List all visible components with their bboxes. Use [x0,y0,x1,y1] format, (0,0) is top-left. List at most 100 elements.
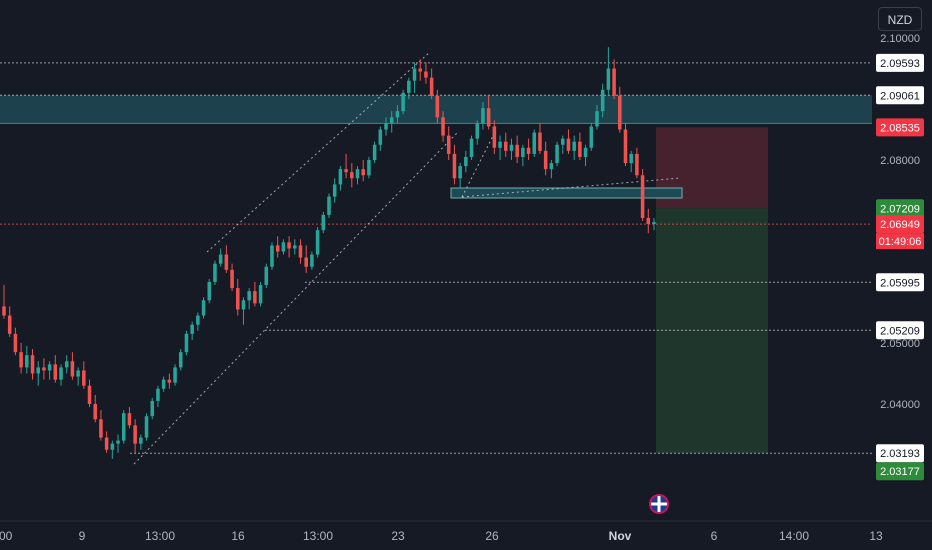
candle [327,193,331,218]
price-tag-label: 2.07209 [880,203,920,215]
candle-body [293,245,297,249]
x-tick-label: 26 [485,529,499,543]
x-tick-label: 13 [869,529,883,543]
price-tag: 2.09593 [876,53,924,72]
candle [652,217,656,231]
price-tag-bg [876,199,924,218]
y-tick-label: 2.04000 [880,399,920,411]
candle-body [270,245,274,267]
candle-body [486,108,491,127]
candle-body [93,404,97,420]
candle [589,123,594,151]
candle [190,321,194,340]
uk-flag-event-icon[interactable] [649,494,669,514]
candle-body [446,135,451,154]
candle-body [532,132,537,154]
candle-body [640,175,645,218]
candle-body [384,123,388,130]
candle-body [236,288,240,310]
candle-body [395,111,400,118]
candle [572,135,576,160]
candle [173,364,177,386]
candle-body [515,144,519,157]
candle [310,251,314,270]
candle-body [82,370,86,386]
price-tag: 2.08535 [876,118,924,137]
candle-body [407,80,411,93]
candle-body [361,169,365,176]
candle-body [481,108,485,124]
candle [646,208,651,234]
candle-body [287,242,291,249]
candle [361,160,365,182]
candle [583,144,588,167]
candle-body [230,269,234,289]
x-tick-label: 16 [231,529,245,543]
candle-body [99,419,103,438]
candle-body [469,138,474,157]
candle-body [367,160,371,176]
candle [53,355,58,383]
candle [486,95,491,130]
candle-body [315,230,320,255]
price-tag-bg [876,462,924,481]
price-tag-bg [876,321,924,340]
price-tag-bg [876,86,924,105]
price-tag: 2.05995 [876,273,924,292]
candle-body [378,129,383,145]
candle [270,242,274,270]
candle-body [110,443,115,450]
candle [389,111,394,133]
candle [201,297,206,319]
candle [378,126,383,151]
candle-body [127,413,132,426]
candle [76,367,80,386]
candle [566,129,571,154]
candle [19,343,23,374]
candle [481,102,485,130]
candle-body [201,300,206,316]
candle-body [121,413,126,441]
candle [236,278,240,316]
candle-body [173,367,177,383]
candle [640,169,645,221]
candle-body [281,242,286,252]
candle-body [190,324,194,334]
currency-badge[interactable]: NZD [878,7,922,31]
candle [127,407,132,429]
y-tick-label: 2.10000 [880,33,920,45]
candle [82,361,86,389]
candle-body [224,254,229,270]
candle-body [104,437,109,450]
candle-body [87,385,92,404]
candle-body [538,132,542,151]
neckline-box [450,187,683,199]
x-tick-label: 13:00 [303,529,333,543]
candle-body [429,77,434,96]
candle-body [42,367,46,371]
price-tag-label: 2.05209 [880,325,920,337]
price-tag-label: 2.08535 [880,122,920,134]
x-tick-label: 14:00 [779,529,809,543]
candle [281,239,286,255]
candle [59,364,63,386]
candle [600,83,605,118]
candle [521,144,525,167]
candle-body [2,306,6,316]
candle [36,361,40,386]
candle [435,89,440,124]
candle [446,126,451,160]
candle-body [19,352,23,368]
candle [64,355,69,374]
candle-body [583,147,588,157]
candle-body [36,367,40,374]
candle-body [350,172,354,179]
candle-body [310,254,314,267]
countdown-bg [876,233,924,250]
candle-body [184,333,189,353]
x-tick-label: :00 [0,529,13,543]
candle-body [606,68,611,90]
candle-body [30,355,35,374]
candle-body [578,141,582,157]
price-tag-label: 2.06949 [880,219,920,231]
